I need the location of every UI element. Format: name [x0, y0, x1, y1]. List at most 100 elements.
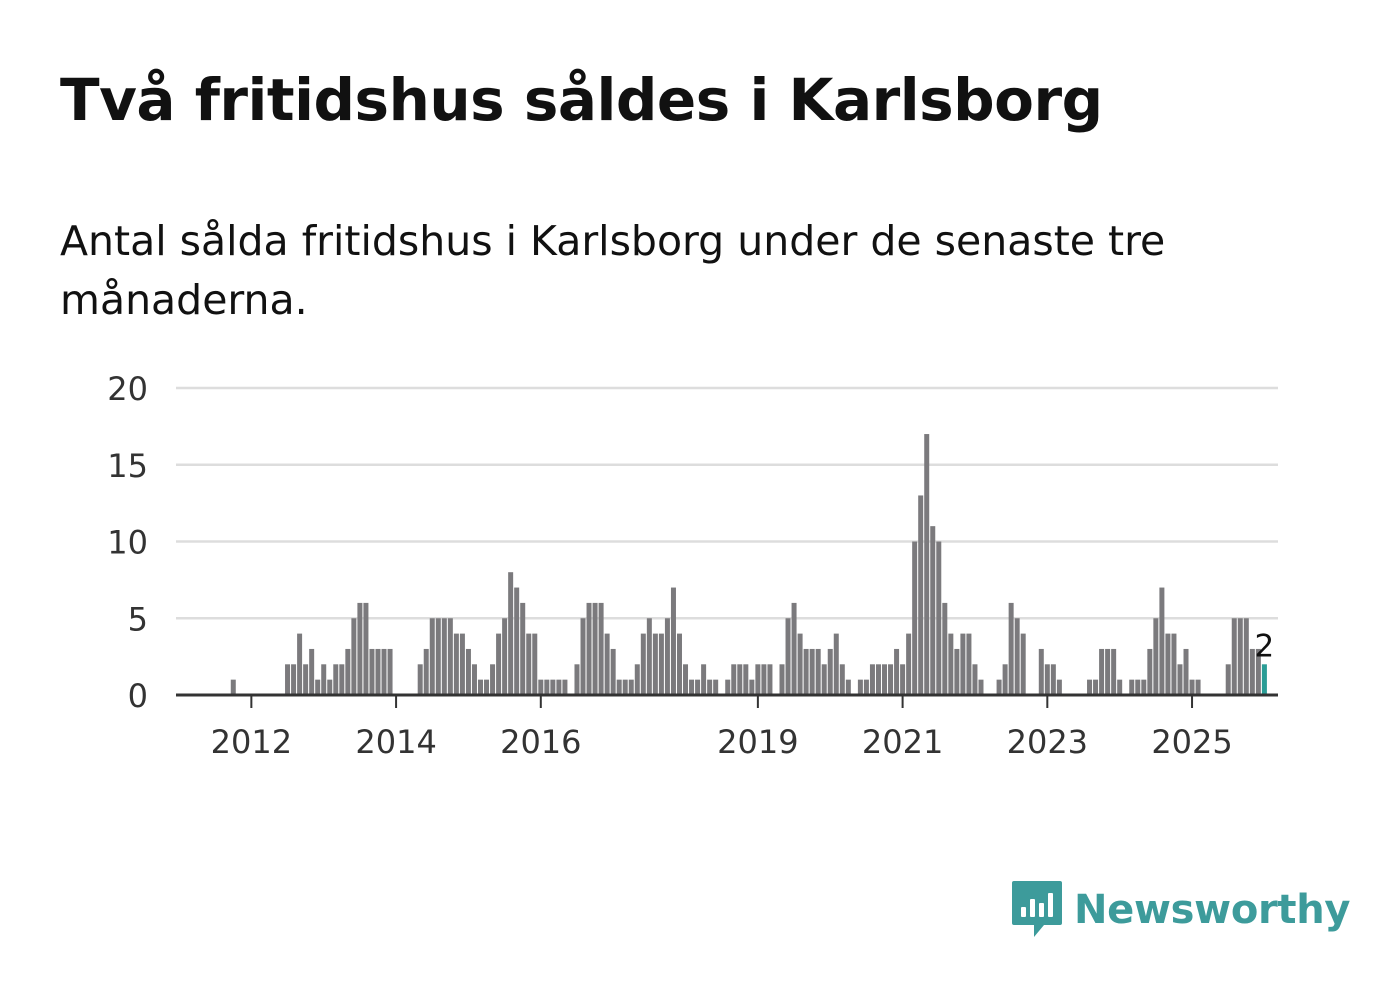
bar [478, 679, 483, 695]
bar [465, 648, 471, 695]
bar [562, 679, 568, 695]
bar [315, 679, 321, 695]
bar [1038, 648, 1044, 695]
bar [387, 648, 393, 695]
bar [435, 618, 441, 695]
bar-chart: 0 5 10 15 20 2012 2014 2016 2019 2021 2023 2025 2 [107, 370, 1278, 761]
bar [797, 633, 803, 695]
x-tick-label: 2019 [717, 723, 798, 761]
bar [556, 679, 562, 695]
bar [1165, 633, 1171, 695]
bar [960, 633, 966, 695]
bar [894, 648, 900, 695]
bar [857, 679, 863, 695]
bar [707, 679, 713, 695]
bar [912, 541, 918, 695]
highlight-data-label: 2 [1255, 628, 1275, 664]
bar [628, 679, 634, 695]
bar [1153, 618, 1159, 695]
bar [900, 664, 906, 695]
bar [1225, 664, 1231, 695]
x-tick-label: 2012 [211, 723, 292, 761]
x-tick-label: 2023 [1007, 723, 1088, 761]
bar [508, 572, 514, 695]
bar [1117, 679, 1123, 695]
bar [610, 648, 616, 695]
bar [574, 664, 580, 695]
bar [526, 633, 532, 695]
x-tick-label: 2021 [862, 723, 943, 761]
bar [309, 648, 315, 695]
bar [459, 633, 465, 695]
bar [285, 664, 291, 695]
bar [779, 664, 785, 695]
bar [484, 679, 490, 695]
bar [1255, 648, 1261, 695]
bar [815, 648, 821, 695]
bar [646, 618, 652, 695]
bar [369, 648, 375, 695]
bar [978, 679, 984, 695]
bar [1183, 648, 1189, 695]
bar [1177, 664, 1183, 695]
bar [863, 679, 869, 695]
bar [869, 664, 875, 695]
bar [658, 633, 664, 695]
bar [622, 679, 628, 695]
bar [1050, 664, 1056, 695]
highlighted-bar [1261, 664, 1267, 695]
bar [1237, 618, 1243, 695]
bar [803, 648, 809, 695]
bar [882, 664, 888, 695]
chart-subtitle: Antal sålda fritidshus i Karlsborg under… [60, 217, 1166, 324]
bar [333, 664, 339, 695]
bar [683, 664, 689, 695]
bar [731, 664, 737, 695]
bar [695, 679, 701, 695]
bar [351, 618, 357, 695]
bar [375, 648, 381, 695]
bar [676, 633, 682, 695]
bar [471, 664, 477, 695]
bar [634, 664, 640, 695]
brand-logo: Newsworthy [1010, 878, 1351, 942]
bar [749, 679, 755, 695]
bar [1020, 633, 1026, 695]
bar [791, 602, 797, 695]
bar [930, 526, 936, 695]
brand-name: Newsworthy [1074, 887, 1351, 933]
y-tick-label: 0 [128, 677, 148, 715]
newsworthy-logo-icon [1012, 881, 1062, 937]
bar [616, 679, 622, 695]
bar [381, 648, 387, 695]
x-tick-label: 2025 [1151, 723, 1232, 761]
bar [1105, 648, 1111, 695]
bar [429, 618, 435, 695]
bar [713, 679, 719, 695]
bar [1147, 648, 1153, 695]
bar [689, 679, 695, 695]
bar [1093, 679, 1099, 695]
bar [1249, 648, 1255, 695]
bar [532, 633, 538, 695]
bar [845, 679, 851, 695]
bar [948, 633, 954, 695]
bar [1159, 587, 1165, 695]
bar [1087, 679, 1093, 695]
chart-title: Två fritidshus såldes i Karlsborg [60, 66, 1103, 134]
bar [785, 618, 791, 695]
bar [502, 618, 508, 695]
bar [230, 679, 236, 695]
bar [1129, 679, 1135, 695]
bar [417, 664, 423, 695]
bar [1231, 618, 1237, 695]
bar [423, 648, 429, 695]
bar [1014, 618, 1020, 695]
bar [664, 618, 670, 695]
bar [1099, 648, 1105, 695]
bar [906, 633, 912, 695]
bar [761, 664, 767, 695]
bar [514, 587, 520, 695]
bar [1243, 618, 1249, 695]
bar [1189, 679, 1195, 695]
